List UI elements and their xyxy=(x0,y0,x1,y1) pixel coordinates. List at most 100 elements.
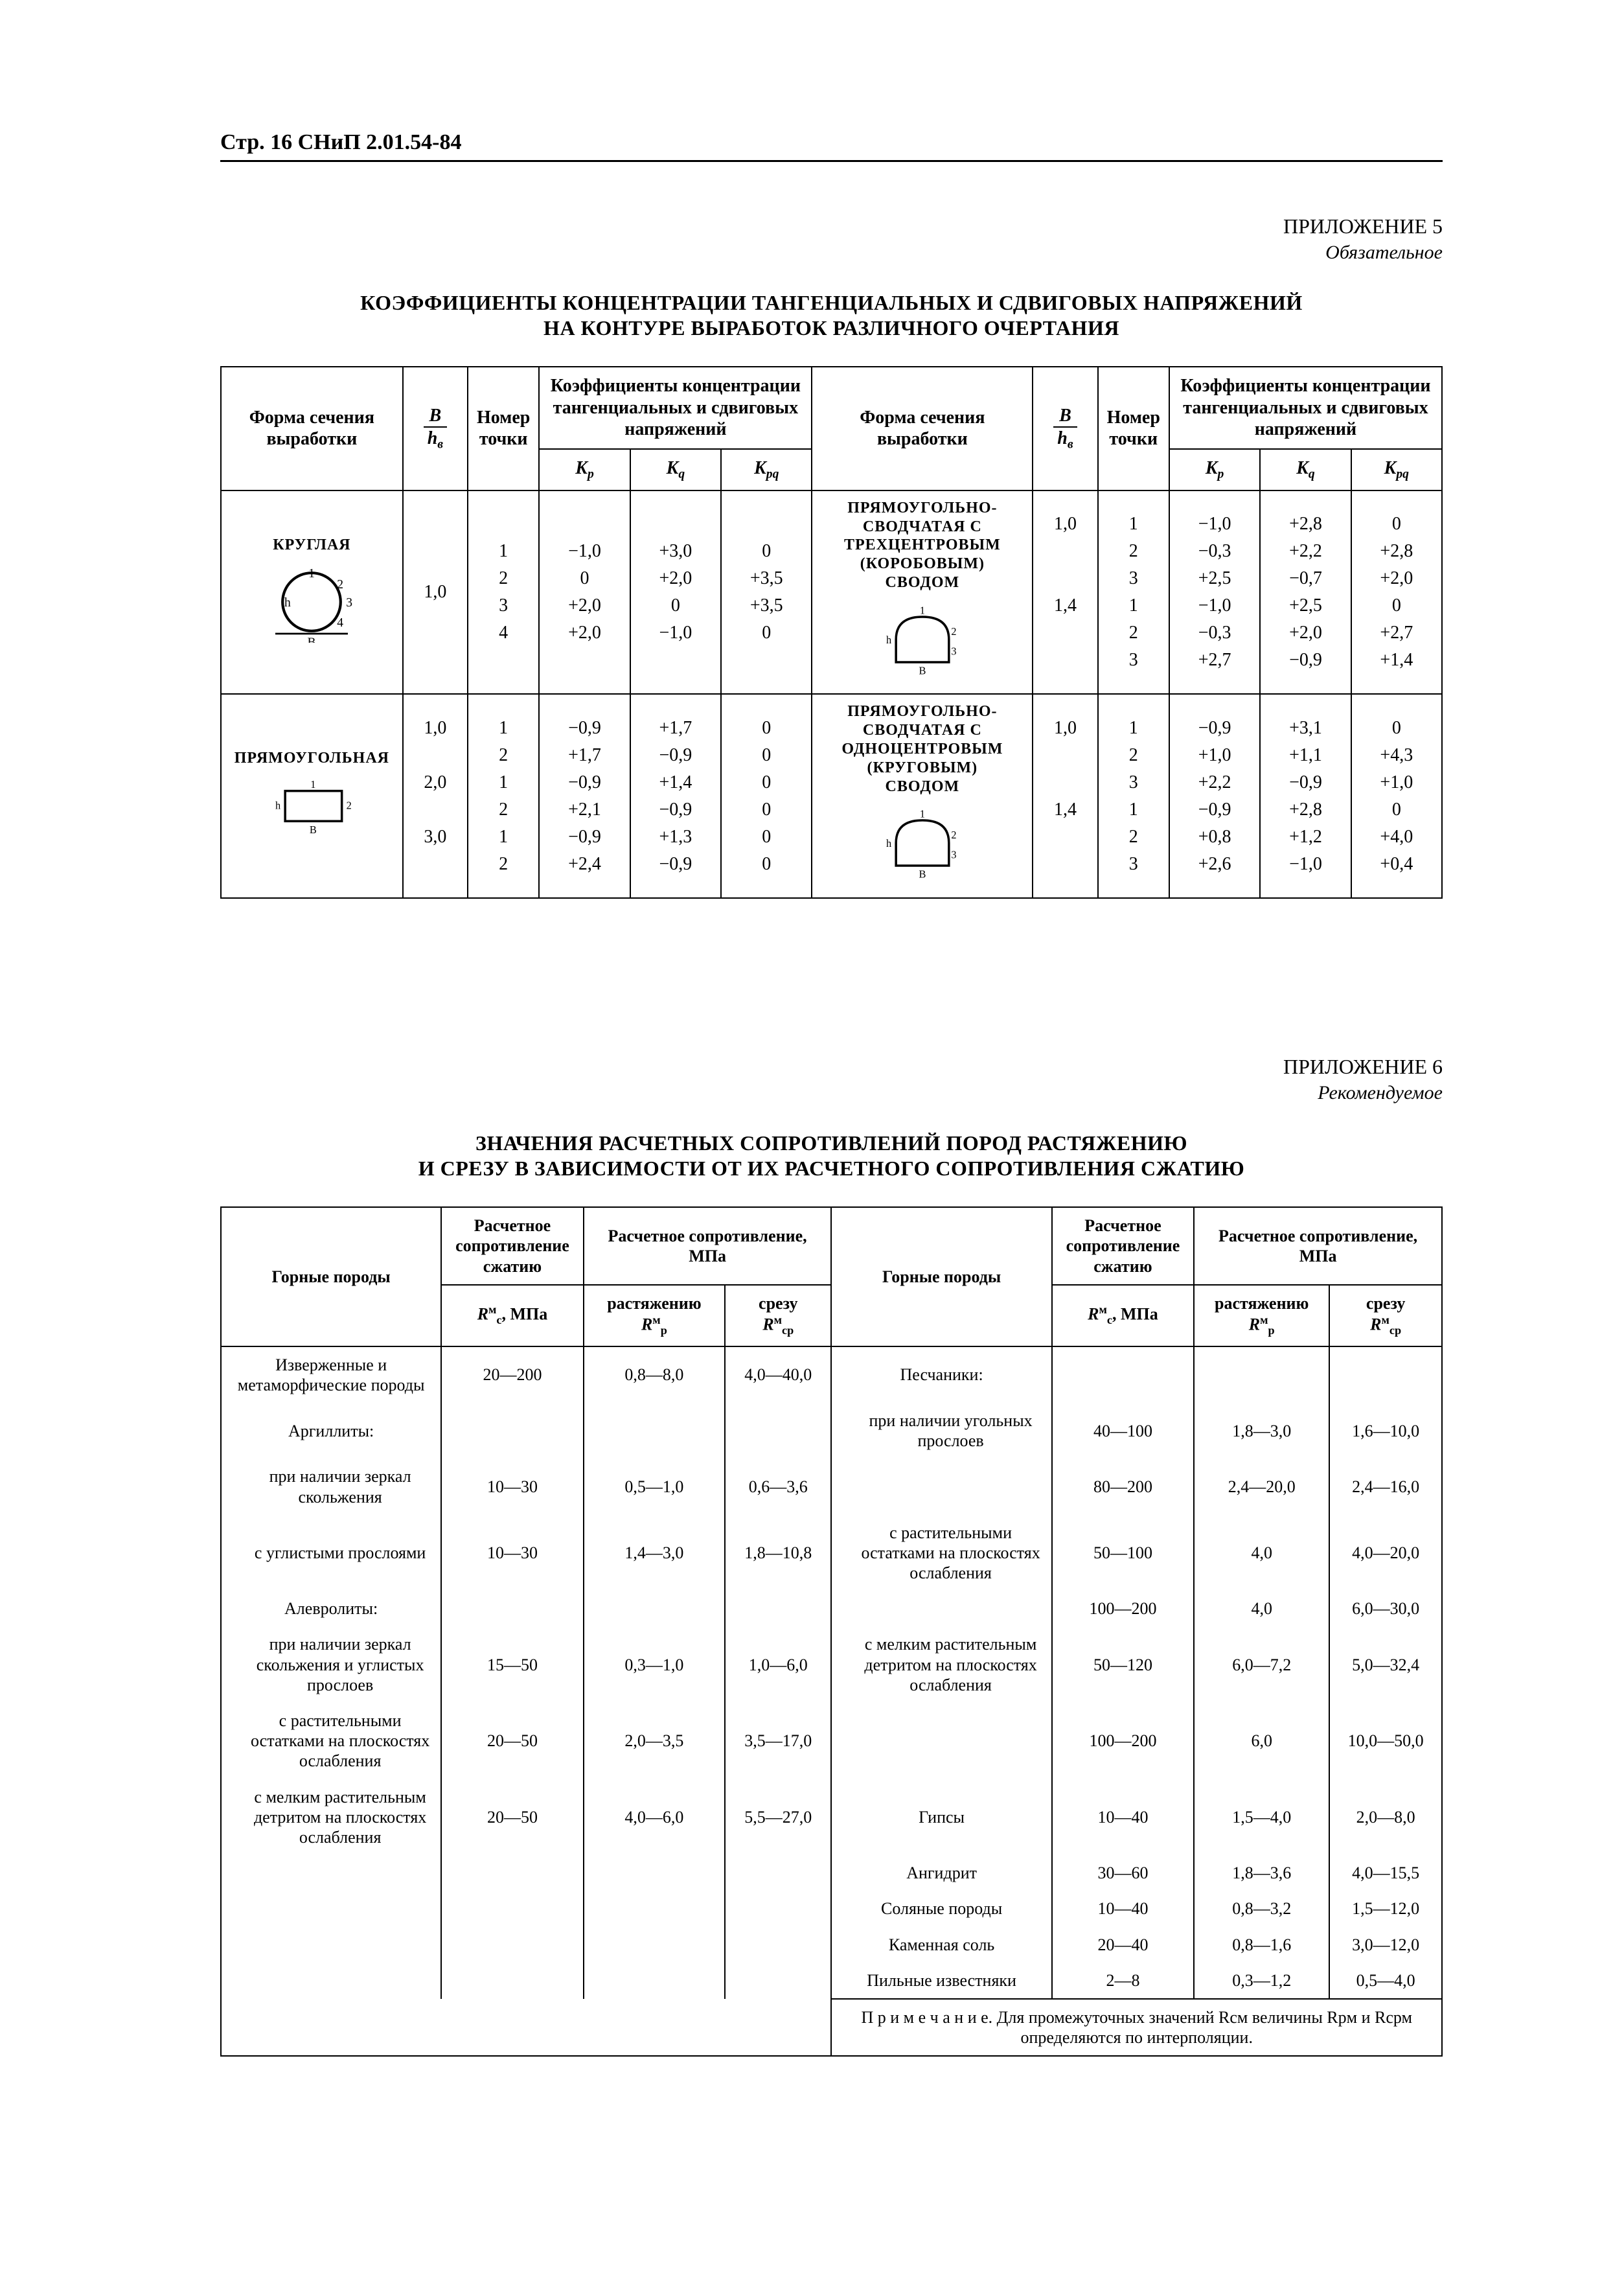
value-cell xyxy=(831,1591,1051,1626)
value-cell xyxy=(221,1927,441,1963)
value-cell: 4,0—40,0 xyxy=(725,1346,831,1403)
value-cell: Соляные породы xyxy=(831,1891,1051,1926)
value-cell: 0+2,8+2,00+2,7+1,4 xyxy=(1351,490,1442,695)
appendix-5-type: Обязательное xyxy=(220,241,1443,264)
svg-text:2: 2 xyxy=(337,578,344,592)
value-cell xyxy=(725,1891,831,1926)
value-cell: 30—60 xyxy=(1052,1855,1194,1891)
value-cell: с мелким растительным детритом на плоско… xyxy=(831,1626,1051,1703)
value-cell: 20—50 xyxy=(441,1779,583,1856)
value-cell: 1,6—10,0 xyxy=(1329,1403,1442,1459)
value-cell: 0,5—1,0 xyxy=(584,1459,725,1514)
rc-label: Расчетное сопротивление сжатию xyxy=(455,1216,569,1275)
value-cell: при наличии зеркал скольжения xyxy=(221,1459,441,1514)
value-cell: +1,7−0,9+1,4−0,9+1,3−0,9 xyxy=(630,694,721,898)
shape-cell: КРУГЛАЯ 1 2 3 4 h B xyxy=(221,490,403,695)
value-cell: 123123 xyxy=(1098,490,1169,695)
value-cell: 2,4—16,0 xyxy=(1329,1459,1442,1514)
th-kq-r: Kq xyxy=(1260,449,1351,490)
value-cell: −1,00+2,0+2,0 xyxy=(539,490,630,695)
value-cell: −0,9+1,0+2,2−0,9+0,8+2,6 xyxy=(1169,694,1260,898)
ratio-den: hв xyxy=(424,428,447,452)
value-cell xyxy=(441,1927,583,1963)
value-cell xyxy=(725,1591,831,1626)
value-cell xyxy=(441,1963,583,1999)
shape-cell: ПРЯМОУГОЛЬНАЯ 1 2 h B xyxy=(221,694,403,898)
value-cell: Ангидрит xyxy=(831,1855,1051,1891)
th-kp: Kp xyxy=(539,449,630,490)
th-rcp-r: срезуRмср xyxy=(1329,1285,1442,1346)
coefficients-table: Форма сечения выработки Bhв Номер точки … xyxy=(220,366,1443,899)
th-rp-r: растяжениюRмр xyxy=(1194,1285,1329,1346)
th-rc-sym: Rмc, МПа xyxy=(441,1285,583,1346)
svg-text:1: 1 xyxy=(920,604,925,616)
value-cell: 3,5—17,0 xyxy=(725,1703,831,1779)
value-cell: 1,0 1,4 xyxy=(1033,694,1097,898)
title-line: ЗНАЧЕНИЯ РАСЧЕТНЫХ СОПРОТИВЛЕНИЙ ПОРОД Р… xyxy=(475,1131,1187,1155)
value-cell: при наличии угольных прослоев xyxy=(831,1403,1051,1459)
value-cell: −0,9+1,7−0,9+2,1−0,9+2,4 xyxy=(539,694,630,898)
value-cell xyxy=(725,1927,831,1963)
th-kpq: Kpq xyxy=(721,449,812,490)
value-cell: 2,4—20,0 xyxy=(1194,1459,1329,1514)
rp-label: растяжению xyxy=(1215,1294,1309,1313)
value-cell: 6,0 xyxy=(1194,1703,1329,1779)
rcp-label: срезу xyxy=(759,1294,797,1313)
value-cell: 1,8—3,0 xyxy=(1194,1403,1329,1459)
th-shape: Форма сечения выработки xyxy=(221,367,403,490)
value-cell xyxy=(221,1963,441,1999)
value-cell: Алевролиты: xyxy=(221,1591,441,1626)
shape-cell: ПРЯМОУГОЛЬНО-СВОДЧАТАЯ СТРЕХЦЕНТРОВЫМ(КО… xyxy=(812,490,1033,695)
value-cell xyxy=(1194,1346,1329,1403)
value-cell: 20—40 xyxy=(1052,1927,1194,1963)
value-cell: 121212 xyxy=(468,694,539,898)
appendix-6-type: Рекомендуемое xyxy=(220,1081,1443,1105)
svg-text:3: 3 xyxy=(347,596,353,610)
svg-text:B: B xyxy=(919,664,926,676)
page-header: Стр. 16 СНиП 2.01.54-84 xyxy=(220,130,1443,162)
rcp-label: срезу xyxy=(1366,1294,1405,1313)
svg-text:2: 2 xyxy=(951,829,956,841)
th-rc: Расчетное сопротивление сжатию xyxy=(441,1207,583,1285)
value-cell xyxy=(584,1591,725,1626)
value-cell: 4,0 xyxy=(1194,1591,1329,1626)
empty-cell xyxy=(221,1999,831,2056)
svg-text:2: 2 xyxy=(951,625,956,638)
value-cell: 20—200 xyxy=(441,1346,583,1403)
value-cell: 6,0—7,2 xyxy=(1194,1626,1329,1703)
value-cell: 1,0—6,0 xyxy=(725,1626,831,1703)
value-cell: 100—200 xyxy=(1052,1703,1194,1779)
appendix-5-title: КОЭФФИЦИЕНТЫ КОНЦЕНТРАЦИИ ТАНГЕНЦИАЛЬНЫХ… xyxy=(346,290,1318,340)
value-cell: 10,0—50,0 xyxy=(1329,1703,1442,1779)
svg-text:h: h xyxy=(284,596,291,610)
th-group: Расчетное сопротивление, МПа xyxy=(584,1207,832,1285)
rp-label: растяжению xyxy=(607,1294,701,1313)
svg-text:1: 1 xyxy=(311,778,316,790)
svg-text:B: B xyxy=(310,824,317,836)
value-cell: 1,4—3,0 xyxy=(584,1515,725,1591)
value-cell: 1234 xyxy=(468,490,539,695)
value-cell: +3,0+2,00−1,0 xyxy=(630,490,721,695)
th-rp: растяжениюRмр xyxy=(584,1285,725,1346)
th-kp-r: Kp xyxy=(1169,449,1260,490)
value-cell xyxy=(221,1891,441,1926)
value-cell: 50—100 xyxy=(1052,1515,1194,1591)
value-cell xyxy=(584,1855,725,1891)
appendix-6-label: ПРИЛОЖЕНИЕ 6 xyxy=(220,1054,1443,1079)
value-cell: 6,0—30,0 xyxy=(1329,1591,1442,1626)
value-cell: 20—50 xyxy=(441,1703,583,1779)
value-cell: 0+4,3+1,00+4,0+0,4 xyxy=(1351,694,1442,898)
value-cell: 0,5—4,0 xyxy=(1329,1963,1442,1999)
value-cell: 4,0—20,0 xyxy=(1329,1515,1442,1591)
value-cell: 1,8—3,6 xyxy=(1194,1855,1329,1891)
shape-cell: ПРЯМОУГОЛЬНО-СВОДЧАТАЯ СОДНОЦЕНТРОВЫМ(КР… xyxy=(812,694,1033,898)
value-cell: 2,0—3,5 xyxy=(584,1703,725,1779)
value-cell: 2,0—8,0 xyxy=(1329,1779,1442,1856)
svg-text:3: 3 xyxy=(951,849,956,861)
value-cell xyxy=(1052,1346,1194,1403)
th-shape-r: Форма сечения выработки xyxy=(812,367,1033,490)
value-cell: 50—120 xyxy=(1052,1626,1194,1703)
value-cell: Песчаники: xyxy=(831,1346,1051,1403)
value-cell: при наличии зеркал скольжения и углистых… xyxy=(221,1626,441,1703)
svg-text:1: 1 xyxy=(308,567,315,581)
